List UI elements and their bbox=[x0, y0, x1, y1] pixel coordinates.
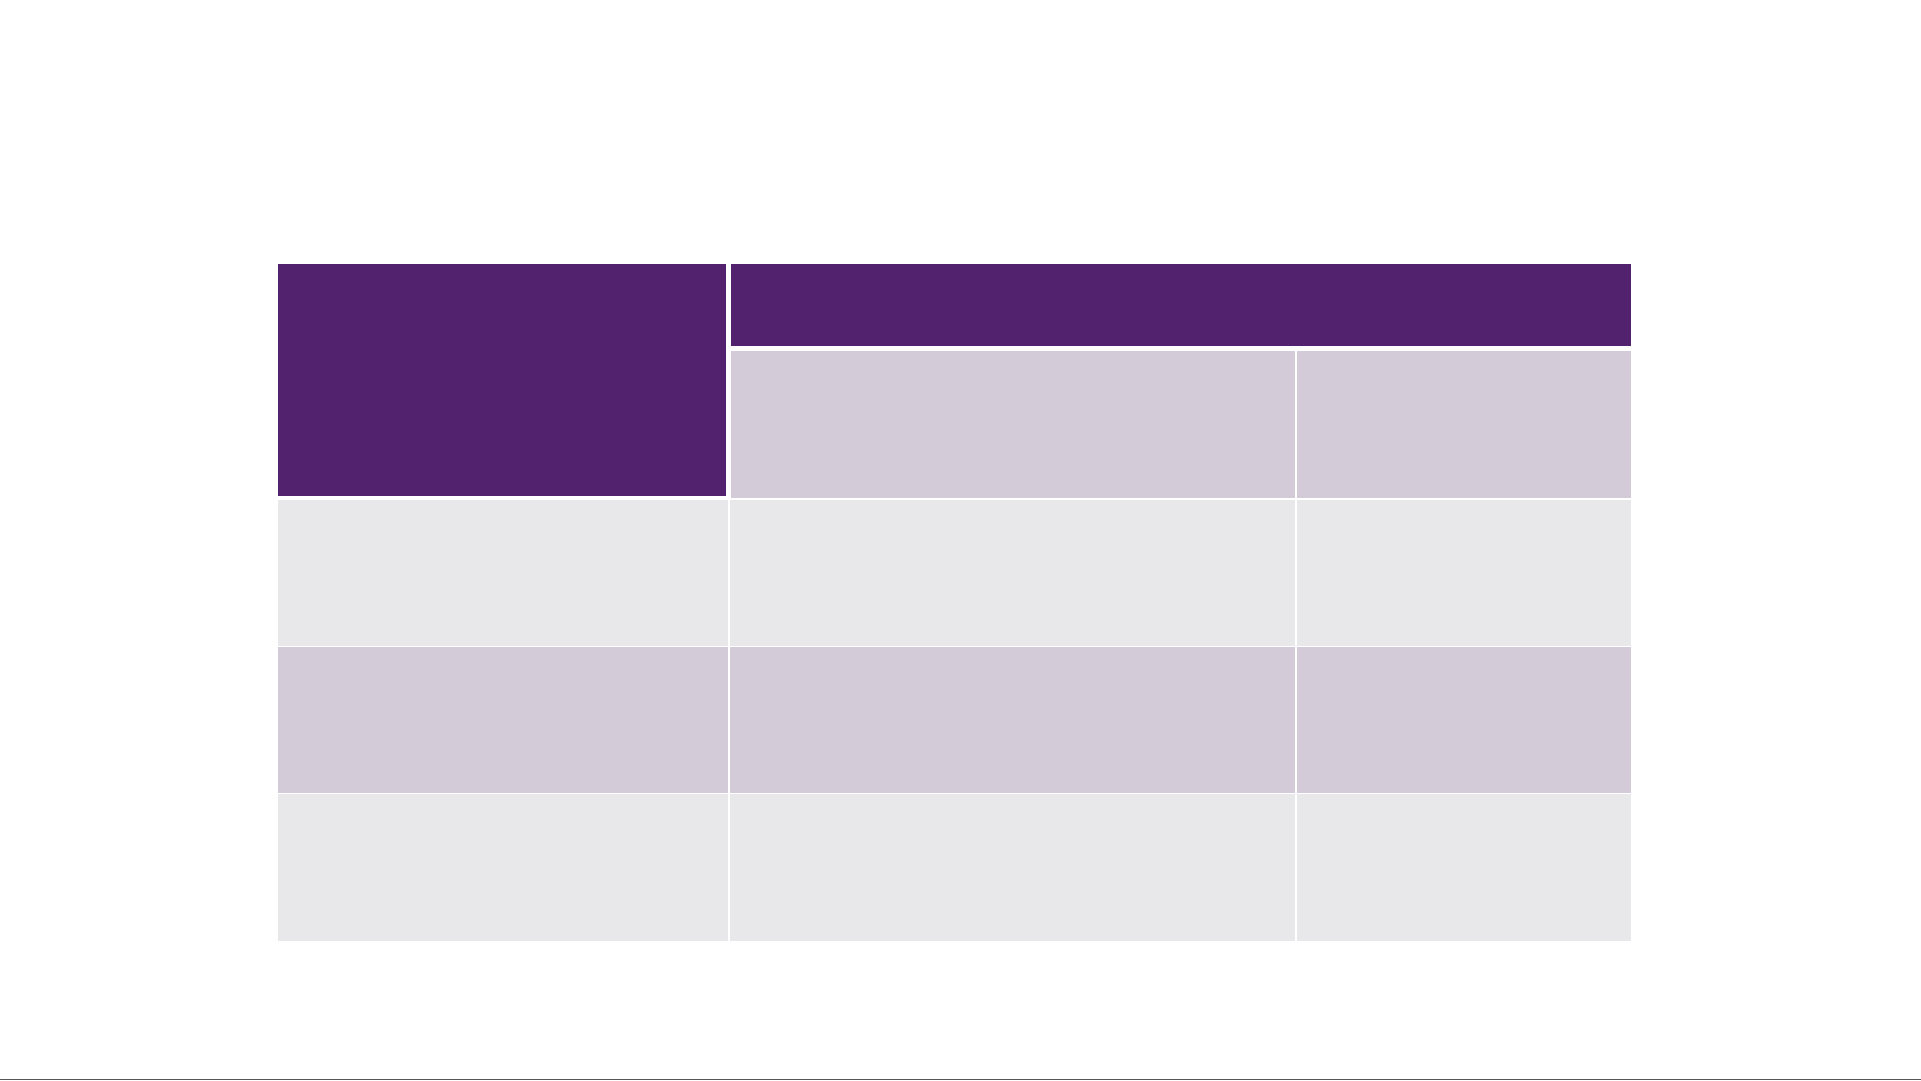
table-cell bbox=[278, 647, 728, 793]
table-cell bbox=[730, 500, 1295, 646]
table-cell bbox=[1297, 794, 1631, 941]
table-cell bbox=[730, 647, 1295, 793]
subheader-cell bbox=[731, 351, 1295, 498]
table-cell bbox=[1297, 500, 1631, 646]
bottom-edge bbox=[0, 1079, 1921, 1080]
table-cell bbox=[1297, 647, 1631, 793]
table-cell bbox=[278, 500, 728, 646]
header-cell bbox=[731, 264, 1631, 346]
table-cell bbox=[278, 794, 728, 941]
header-cell bbox=[278, 264, 726, 496]
table-cell bbox=[730, 794, 1295, 941]
subheader-cell bbox=[1297, 351, 1631, 498]
